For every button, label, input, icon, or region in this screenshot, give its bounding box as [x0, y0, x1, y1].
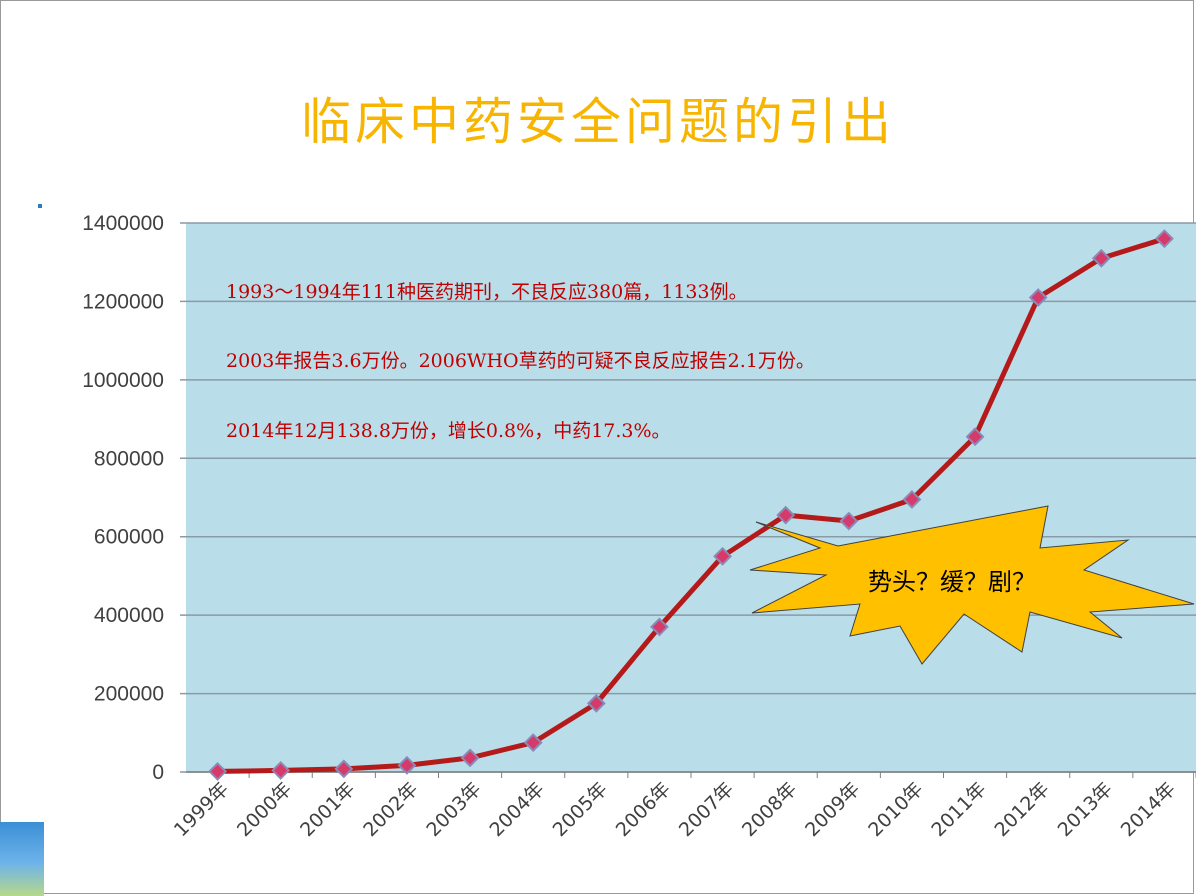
y-tick-label: 800000: [94, 447, 164, 470]
corner-decoration: [0, 822, 44, 896]
callout-text: 势头？缓？剧？: [868, 568, 1036, 596]
data-point-marker: [713, 546, 732, 566]
x-tick-label: 2006年: [612, 778, 675, 841]
x-tick-label: 2002年: [359, 778, 422, 841]
x-tick-label: 2007年: [675, 778, 738, 841]
y-tick-label: 1200000: [82, 290, 164, 313]
data-point-marker: [1155, 229, 1174, 249]
x-tick-label: 2008年: [738, 778, 801, 841]
y-tick-label: 0: [152, 761, 164, 784]
y-tick-label: 1400000: [82, 212, 164, 235]
data-point-marker: [902, 490, 922, 509]
x-tick-label: 2004年: [486, 778, 549, 841]
data-point-marker: [586, 693, 606, 713]
data-point-marker: [1091, 248, 1111, 268]
slide-title: 临床中药安全问题的引出: [301, 93, 895, 151]
bullet-marker: [38, 204, 42, 208]
data-point-marker: [1028, 288, 1048, 307]
starburst-callout: 势头？缓？剧？: [749, 505, 1195, 665]
x-tick-label: 2012年: [991, 778, 1054, 841]
x-tick-label: 2005年: [549, 778, 612, 841]
note-line-3: 2014年12月138.8万份，增长0.8%，中药17.3%。: [226, 420, 671, 442]
y-tick-label: 200000: [94, 683, 164, 706]
data-point-marker: [271, 761, 291, 780]
y-tick-label: 1000000: [82, 369, 164, 392]
data-point-marker: [839, 511, 859, 531]
data-point-marker: [776, 505, 796, 525]
data-point-marker: [523, 733, 543, 753]
x-tick-label: 2011年: [927, 778, 990, 841]
data-point-marker: [397, 755, 417, 775]
series-line: [217, 236, 1166, 774]
series-polyline: [217, 236, 1166, 774]
x-tick-label: 2010年: [864, 778, 927, 841]
data-point-marker: [650, 617, 669, 637]
x-tick-labels: 1999年 2000年 2001年 2002年 2003年 2004年 2005年 2006年…: [170, 772, 1196, 841]
y-tick-label: 600000: [94, 526, 164, 549]
y-tick-labels: 0 200000 400000 600000 800000 1000000 1200000 1…: [82, 212, 164, 784]
x-tick-label: 2013年: [1054, 778, 1117, 841]
y-tick-label: 400000: [94, 604, 164, 627]
data-point-marker: [460, 748, 480, 768]
plot-area: [186, 223, 1196, 772]
data-point-marker: [208, 761, 227, 781]
starburst-shape: [749, 505, 1195, 665]
note-line-2: 2003年报告3.6万份。2006WHO草药的可疑不良反应报告2.1万份。: [226, 350, 815, 372]
x-tick-label: 1999年: [170, 778, 233, 841]
x-tick-label: 2001年: [296, 778, 359, 841]
x-tick-label: 2014年: [1117, 778, 1180, 841]
x-tick-label: 2003年: [422, 778, 485, 841]
x-tick-label: 2009年: [801, 778, 864, 841]
data-point-marker: [334, 759, 354, 779]
x-tick-label: 2000年: [233, 778, 296, 841]
note-line-1: 1993～1994年111种医药期刊，不良反应380篇，1133例。: [226, 281, 748, 303]
data-point-marker: [965, 427, 985, 447]
series-markers: [208, 229, 1174, 781]
